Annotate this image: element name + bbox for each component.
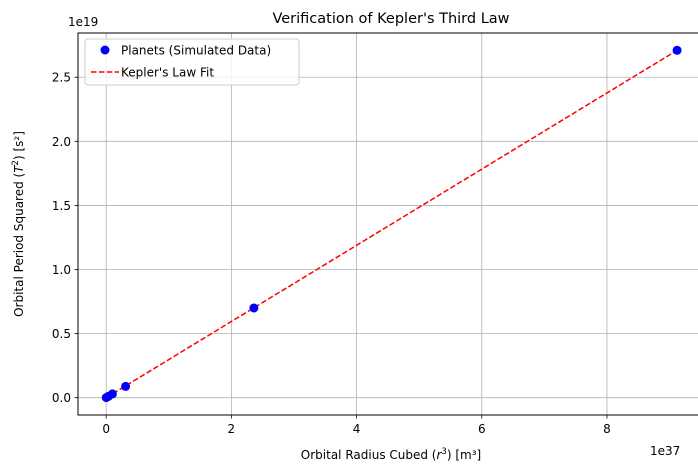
y-axis-label-var: T	[12, 164, 26, 173]
x-axis-label: Orbital Radius Cubed (r3) [m³]	[301, 447, 481, 462]
x-tick-label: 0	[102, 422, 110, 436]
y-axis-label-suffix: ) [s²]	[12, 131, 26, 160]
x-tick-label: 4	[353, 422, 361, 436]
y-tick-label: 1.5	[52, 199, 71, 213]
x-tick-label: 2	[228, 422, 236, 436]
x-axis-label-suffix: ) [m³]	[447, 448, 481, 462]
x-axis-label-exp: 3	[441, 447, 446, 457]
axis-ticks: 0 2 4 6 8 0.0 0.5 1.0 1.5 2.0 2.5	[52, 71, 611, 436]
legend-marker-planets	[100, 45, 110, 55]
data-point	[249, 303, 259, 313]
x-axis-label-var: r	[436, 448, 442, 462]
legend-label-fit: Kepler's Law Fit	[121, 66, 214, 80]
x-axis-offset-label: 1e37	[650, 444, 680, 458]
y-tick-label: 0.5	[52, 327, 71, 341]
x-tick-label: 8	[603, 422, 611, 436]
plot-frame	[77, 32, 698, 416]
y-axis-label-prefix: Orbital Period Squared (	[12, 173, 26, 317]
y-axis-offset-label: 1e19	[68, 15, 98, 29]
plot-series	[101, 45, 682, 403]
legend-label-planets: Planets (Simulated Data)	[121, 44, 271, 58]
y-tick-label: 2.5	[52, 71, 71, 85]
y-axis-label-exp: 2	[11, 160, 21, 165]
data-point	[107, 389, 117, 399]
y-tick-label: 1.0	[52, 263, 71, 277]
data-point	[672, 45, 682, 55]
y-tick-label: 0.0	[52, 391, 71, 405]
chart-title: Verification of Kepler's Third Law	[272, 11, 509, 27]
y-tick-label: 2.0	[52, 135, 71, 149]
fit-line	[105, 49, 678, 399]
data-point	[121, 381, 131, 391]
x-axis-label-prefix: Orbital Radius Cubed (	[301, 448, 437, 462]
legend: Planets (Simulated Data) Kepler's Law Fi…	[84, 38, 300, 86]
x-tick-label: 6	[478, 422, 486, 436]
legend-box	[84, 38, 300, 86]
y-axis-label: Orbital Period Squared (T2) [s²]	[11, 131, 26, 317]
